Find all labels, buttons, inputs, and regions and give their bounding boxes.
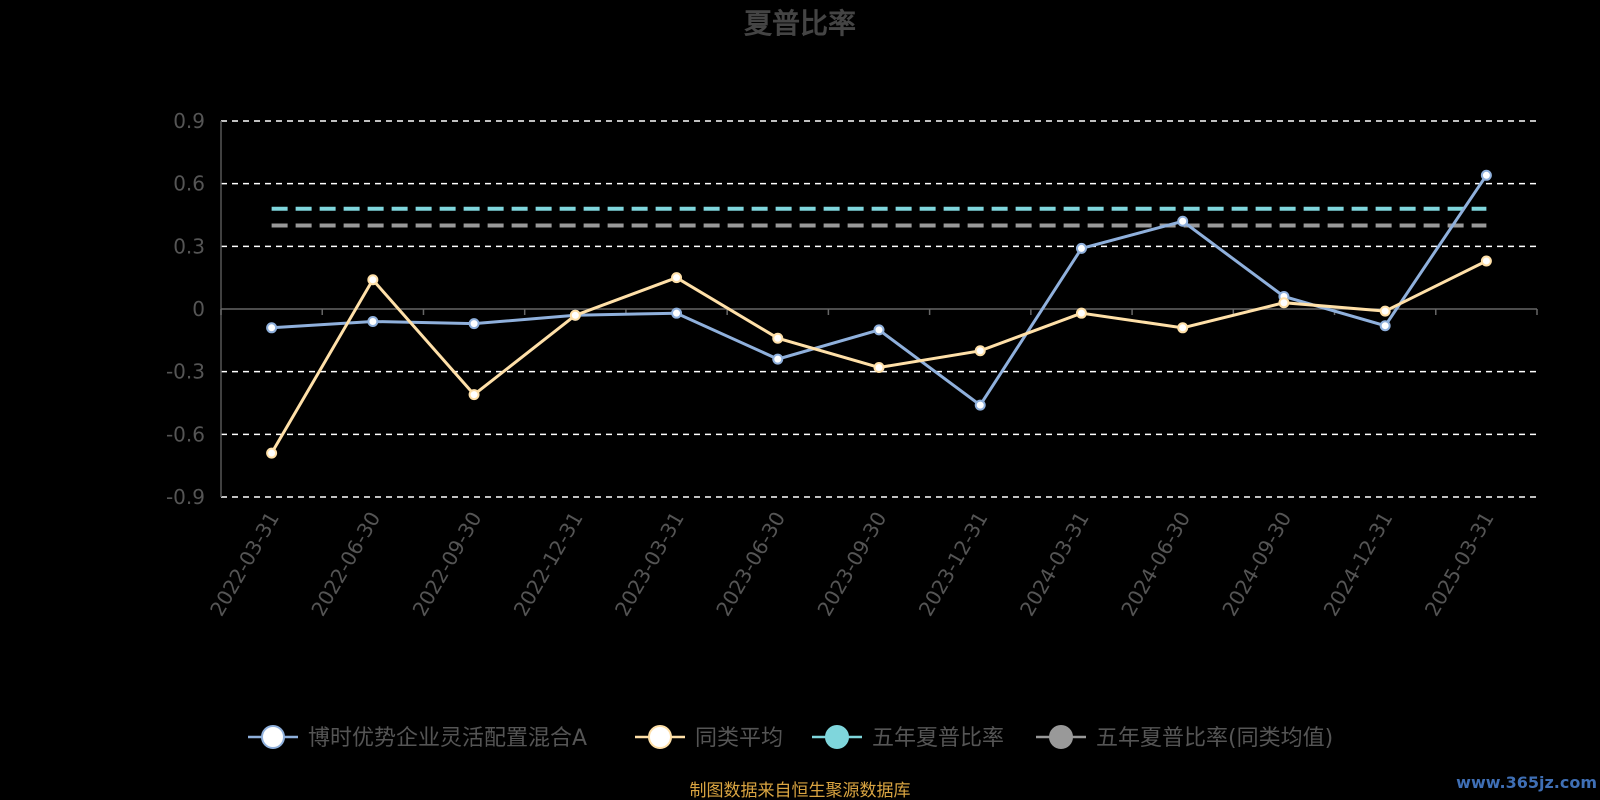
data-point [974,345,986,357]
chart-title: 夏普比率 [744,7,856,40]
y-axis-ticks: 0.9 0.6 0.3 0 -0.3 -0.6 -0.9 [166,109,205,509]
legend: 博时优势企业灵活配置混合A 同类平均 五年夏普比率 五年夏普比率(同类均值) [248,725,1333,751]
reference-lines [271,206,1487,228]
data-point [468,318,480,330]
x-axis-ticks: 2022-03-31 2022-06-30 2022-09-30 2022-12-31… [205,507,1499,620]
y-tick-label: 0.6 [173,172,205,196]
data-point [569,309,581,321]
data-point [1379,320,1391,332]
x-tick-label: 2023-06-30 [711,508,790,621]
y-tick-label: 0.3 [173,234,205,258]
series-points [266,169,1492,459]
legend-label-1: 同类平均 [695,726,783,751]
x-tick-label: 2022-09-30 [408,507,487,620]
data-point [1075,242,1087,254]
data-point [1075,307,1087,319]
axes [220,121,1538,497]
data-point [1177,322,1189,334]
y-tick-label: -0.6 [166,422,205,446]
data-point [974,399,986,411]
watermark: www.365jz.com [1456,773,1597,792]
y-tick-label: -0.3 [166,360,205,384]
data-point [1480,169,1492,181]
x-tick-label: 2022-06-30 [306,508,385,621]
y-tick-label: -0.9 [166,485,205,509]
data-point [266,322,278,334]
data-point [1379,305,1391,317]
data-point [1177,215,1189,227]
legend-marker-1 [648,725,672,749]
data-point [772,332,784,344]
x-tick-label: 2023-09-30 [812,508,891,621]
x-tick-label: 2022-12-31 [509,508,588,621]
data-point [873,361,885,373]
x-tick-label: 2024-03-31 [1015,508,1094,621]
legend-marker-2 [825,725,849,749]
x-tick-label: 2024-09-30 [1217,508,1296,621]
y-tick-label: 0 [192,297,205,321]
data-point [1480,255,1492,267]
y-tick-label: 0.9 [173,109,205,133]
legend-label-0: 博时优势企业灵活配置混合A [308,726,587,751]
data-point [671,307,683,319]
series-line-1 [270,259,1488,454]
data-point [468,389,480,401]
data-point [367,274,379,286]
x-tick-label: 2023-12-31 [914,507,993,620]
legend-label-3: 五年夏普比率(同类均值) [1096,726,1333,751]
legend-label-2: 五年夏普比率 [872,726,1004,751]
x-tick-label: 2023-03-31 [610,508,689,621]
series-lines [270,174,1488,454]
x-tick-label: 2022-03-31 [205,508,284,621]
x-tick-label: 2024-12-31 [1319,508,1398,621]
data-point [873,324,885,336]
x-tick-label: 2024-06-30 [1116,508,1195,621]
footer-source: 制图数据来自恒生聚源数据库 [690,781,911,800]
legend-marker-0 [261,725,285,749]
data-point [671,272,683,284]
data-point [367,316,379,328]
data-point [772,353,784,365]
x-tick-label: 2025-03-31 [1420,508,1499,621]
legend-marker-3 [1049,725,1073,749]
data-point [1278,297,1290,309]
data-point [266,447,278,459]
